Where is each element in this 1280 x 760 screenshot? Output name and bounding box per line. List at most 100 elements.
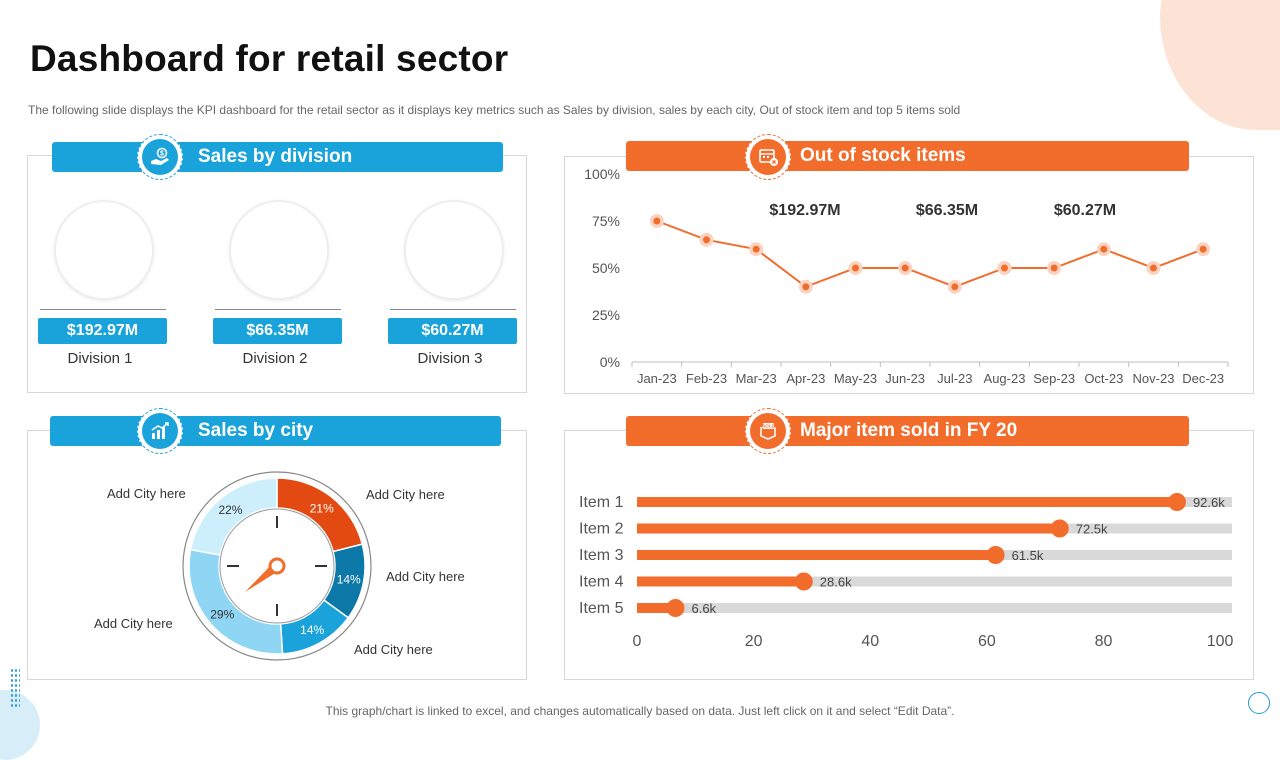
footer-note: This graph/chart is linked to excel, and… (325, 704, 955, 718)
bar-value-label: 72.5k (1076, 522, 1108, 537)
bar-value-label: 92.6k (1193, 495, 1225, 510)
bar-end-marker (794, 572, 813, 591)
data-point (1199, 245, 1207, 253)
out-of-stock-header: Out of stock items (626, 141, 1189, 171)
bar-category-label: Item 2 (579, 521, 624, 538)
data-point (1150, 264, 1157, 272)
chart-annotation: $60.27M (1054, 202, 1116, 219)
data-point (901, 264, 909, 272)
y-tick-label: 100% (584, 166, 620, 182)
clock-center (268, 557, 286, 575)
svg-text:SOLD: SOLD (762, 424, 775, 429)
x-tick-label: Jun-23 (885, 371, 925, 386)
x-tick-label: Feb-23 (686, 371, 727, 386)
city-label-2: Add City here (386, 569, 465, 584)
y-tick-label: 25% (592, 307, 620, 323)
major-item-header: Major item sold in FY 20 (626, 416, 1189, 446)
decorative-dots (10, 668, 20, 708)
donut-slice-label: 14% (337, 573, 361, 587)
x-tick-label: Apr-23 (786, 371, 825, 386)
bar-category-label: Item 1 (579, 494, 624, 511)
division-3-label: Division 3 (417, 350, 483, 367)
x-tick-label: Jul-23 (937, 371, 972, 386)
y-tick-label: 75% (592, 213, 620, 229)
division-3-circle (404, 200, 504, 300)
data-point (1050, 264, 1058, 272)
bar-end-marker (666, 599, 685, 617)
data-point (802, 283, 810, 291)
svg-text:$: $ (160, 151, 164, 158)
data-point (653, 217, 661, 225)
hand-money-icon: $ (137, 134, 183, 180)
out-of-stock-line-chart: 0% 25% 50% 75% 100% Jan-23 Feb-23 Mar-23 Apr-23 M… (584, 166, 1229, 386)
bar-value-label: 6.6k (691, 601, 716, 616)
donut-slice-label: 29% (210, 607, 234, 621)
bar (637, 603, 676, 613)
x-tick-label: 80 (1095, 633, 1113, 650)
bar-value-label: 61.5k (1012, 548, 1044, 563)
x-tick-label: May-23 (834, 371, 877, 386)
data-point (703, 236, 710, 244)
major-item-bar-chart: Item 1 92.6k Item 2 72.5k Item 3 61.5k Item 4 2… (579, 493, 1234, 650)
donut-slice-label: 22% (218, 503, 242, 517)
city-label-1: Add City here (366, 487, 445, 502)
data-point (951, 283, 959, 291)
sales-city-donut-chart: 21% 14% 14% 29% 22% (182, 471, 372, 661)
sales-division-header: Sales by division (52, 142, 503, 172)
chart-annotation: $192.97M (769, 202, 840, 219)
x-tick-label: Dec-23 (1182, 371, 1224, 386)
data-point (852, 264, 859, 272)
division-2-label: Division 2 (242, 350, 308, 367)
bar-end-marker (986, 546, 1005, 564)
division-3-divider (390, 309, 516, 310)
division-2-circle (229, 200, 329, 300)
bar (637, 523, 1060, 534)
x-tick-label: Oct-23 (1084, 371, 1123, 386)
decorative-circle (0, 690, 40, 760)
donut-slice-label: 14% (300, 623, 324, 637)
city-label-4: Add City here (94, 616, 173, 631)
x-tick-label: 60 (978, 633, 996, 650)
x-tick-label: 20 (745, 633, 763, 650)
bar-category-label: Item 5 (579, 600, 624, 617)
x-tick-label: Sep-23 (1033, 371, 1075, 386)
bar-track (637, 603, 1232, 613)
sales-division-title: Sales by division (198, 146, 353, 167)
bar-end-marker (1167, 493, 1186, 511)
city-label-3: Add City here (354, 642, 433, 657)
x-tick-label: Nov-23 (1133, 371, 1175, 386)
sales-city-title: Sales by city (198, 420, 314, 441)
out-of-stock-title: Out of stock items (800, 145, 966, 166)
division-1-value: $192.97M (38, 318, 167, 344)
division-1-label: Division 1 (67, 350, 133, 367)
page-subtitle: The following slide displays the KPI das… (28, 103, 961, 117)
out-of-stock-box-icon (745, 134, 791, 180)
bar-track (637, 576, 1232, 587)
city-label-5: Add City here (107, 486, 186, 501)
chart-annotation: $66.35M (916, 202, 978, 219)
x-tick-label: Aug-23 (984, 371, 1026, 386)
x-tick-label: 40 (861, 633, 879, 650)
bar-end-marker (1050, 519, 1069, 538)
series-line (656, 220, 1204, 288)
division-1-circle (54, 200, 154, 300)
bar (637, 550, 996, 560)
x-tick-label: Jan-23 (637, 371, 677, 386)
division-2-value: $66.35M (213, 318, 342, 344)
donut-slice (189, 477, 278, 557)
y-tick-label: 50% (592, 260, 620, 276)
bar-category-label: Item 4 (579, 574, 624, 591)
page-title: Dashboard for retail sector (30, 38, 509, 79)
major-item-title: Major item sold in FY 20 (800, 420, 1018, 441)
donut-slice-label: 21% (310, 501, 334, 515)
decorative-blob (1160, 0, 1280, 130)
data-point (752, 245, 760, 253)
data-point (1100, 245, 1108, 253)
bar-growth-icon (137, 408, 183, 454)
division-3-value: $60.27M (388, 318, 517, 344)
bar (637, 497, 1177, 507)
division-1-divider (40, 309, 166, 310)
y-tick-label: 0% (600, 354, 620, 370)
decorative-ring (1248, 692, 1270, 714)
data-point (1001, 264, 1008, 272)
